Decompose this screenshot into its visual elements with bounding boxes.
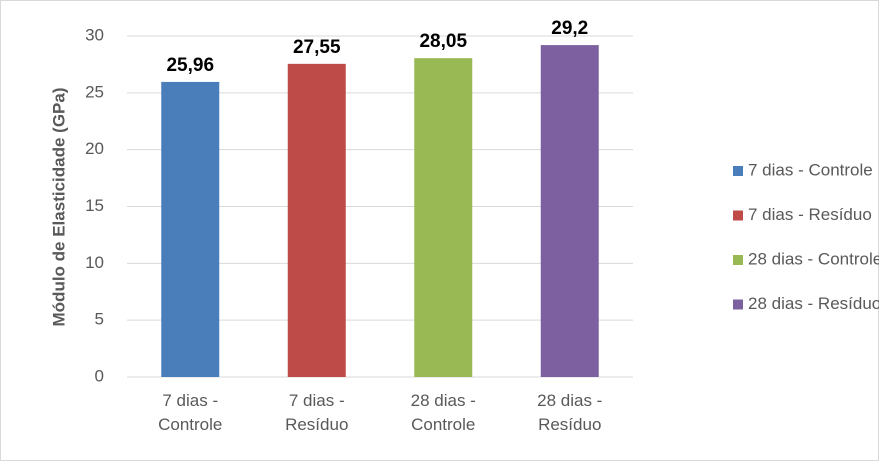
legend-swatch: [733, 166, 743, 176]
bar: [287, 63, 346, 378]
y-tick-label: 25: [85, 82, 104, 101]
y-axis-title: Módulo de Elasticidade (GPa): [49, 88, 68, 327]
value-label: 27,55: [293, 37, 341, 58]
bar: [161, 81, 220, 378]
bar: [540, 45, 599, 378]
x-tick-label: 7 dias - Controle: [158, 391, 223, 434]
legend-label: 7 dias - Resíduo: [748, 205, 872, 224]
x-tick-label: 7 dias - Resíduo: [285, 391, 349, 434]
legend-swatch: [733, 255, 743, 265]
value-label: 28,05: [419, 31, 467, 52]
y-tick-label: 20: [85, 139, 104, 158]
y-tick-label: 0: [95, 366, 104, 385]
x-tick-label: 28 dias - Controle: [410, 391, 476, 434]
legend-label: 28 dias - Controle: [748, 249, 879, 268]
value-label: 29,2: [551, 18, 588, 39]
legend-label: 28 dias - Resíduo: [748, 294, 879, 313]
y-tick-label: 30: [85, 25, 104, 44]
legend-swatch: [733, 299, 743, 310]
value-label: 25,96: [166, 55, 214, 76]
x-tick-label: 28 dias - Resíduo: [537, 391, 603, 434]
y-tick-label: 15: [85, 196, 104, 215]
y-tick-label: 10: [85, 253, 104, 272]
legend-swatch: [733, 210, 743, 221]
legend-label: 7 dias - Controle: [748, 160, 873, 179]
y-tick-label: 5: [95, 310, 104, 329]
bar: [414, 58, 473, 377]
